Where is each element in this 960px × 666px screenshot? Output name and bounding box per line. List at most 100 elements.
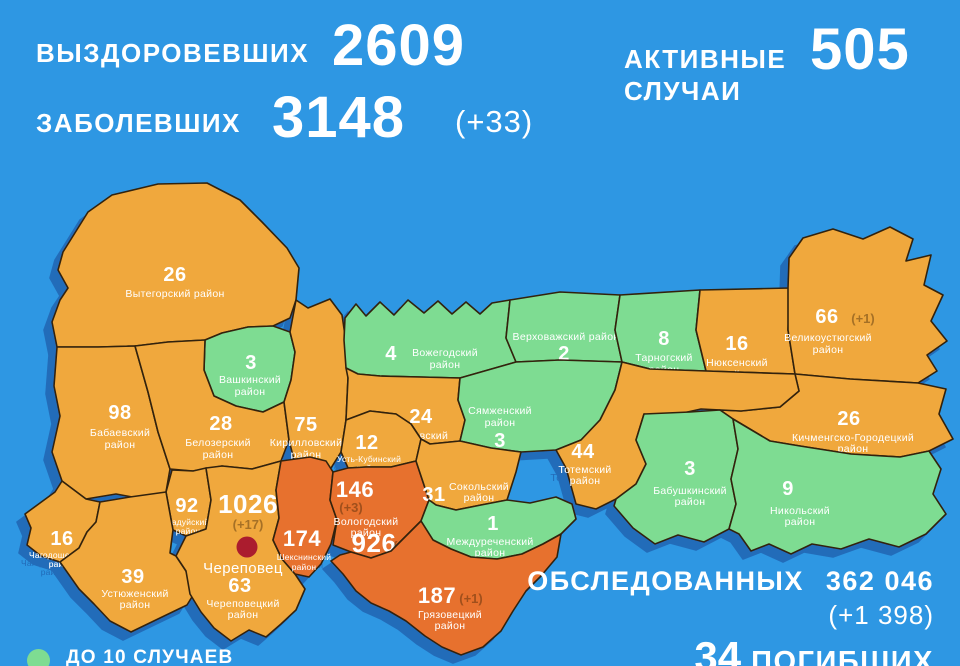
district-value: 44 bbox=[571, 441, 595, 463]
district-value: 26 bbox=[837, 408, 860, 430]
district-name: Кичменгско-Городецкий bbox=[792, 432, 914, 444]
district-name: Сокольский bbox=[449, 481, 509, 493]
district-name: Белозерский bbox=[185, 437, 251, 449]
district-name: Вашкинский bbox=[219, 374, 281, 386]
infected-value: 3148 bbox=[272, 85, 406, 150]
active-value: 505 bbox=[810, 17, 910, 82]
district-value: 28 bbox=[209, 413, 232, 435]
district-nikolsky-shape bbox=[728, 418, 947, 555]
district-velikoustyugsky: 66 (+1) Великоустюгский район bbox=[784, 226, 948, 384]
district-value: 39 bbox=[121, 566, 144, 588]
district-name: район bbox=[120, 599, 151, 611]
district-gryazovetsky-shape bbox=[330, 520, 562, 656]
district-name: Шекснинский bbox=[277, 552, 331, 562]
tested-label: ОБСЛЕДОВАННЫХ bbox=[527, 566, 804, 596]
district-delta: (+1) bbox=[851, 311, 874, 326]
district-name: район bbox=[464, 492, 495, 504]
district-cherepovetsky: 1026 (+17) Череповец 63 Череповецкий рай… bbox=[175, 460, 306, 642]
district-value: 16 bbox=[725, 333, 748, 355]
district-totemsky: 44 Тотемский район bbox=[555, 361, 800, 510]
district-nyuksensky: 16 Нюксенский район bbox=[695, 287, 796, 381]
active-label-line1: АКТИВНЫЕ bbox=[624, 44, 787, 74]
tested-value: 362 046 bbox=[825, 566, 934, 596]
district-name: район bbox=[485, 417, 516, 429]
district-name: район bbox=[813, 344, 844, 356]
district-ustyuzhensky: 39 Устюженский район bbox=[59, 491, 196, 633]
district-name: Бабушкинский bbox=[653, 485, 727, 497]
district-name: район bbox=[838, 443, 869, 455]
district-value: 9 bbox=[782, 478, 794, 500]
district-name: Усть-Кубинский bbox=[337, 454, 401, 464]
district-name: Никольский bbox=[770, 505, 830, 517]
district-name: Верховажский район bbox=[513, 331, 620, 343]
district-name: район bbox=[292, 562, 317, 572]
district-vozhegodsky: 4 Вожегодский район bbox=[343, 299, 517, 379]
district-value: 75 bbox=[294, 414, 317, 436]
district-babushkinsky: 3 Бабушкинский район bbox=[613, 409, 739, 545]
district-delta: (+1) bbox=[459, 591, 482, 606]
district-name: район bbox=[435, 620, 466, 632]
deaths-label: ПОГИБШИХ bbox=[751, 646, 934, 666]
district-name: район bbox=[176, 526, 201, 536]
active-label-line2: СЛУЧАИ bbox=[624, 76, 742, 106]
city-value: 1026 bbox=[218, 489, 278, 519]
district-value: 16 bbox=[50, 528, 73, 550]
district-value: 1 bbox=[487, 513, 499, 535]
district-value: 3 bbox=[684, 458, 696, 480]
district-name: район bbox=[351, 527, 382, 539]
district-babushkinsky-shape bbox=[613, 409, 739, 545]
district-verkhovazhsky: 2 Верховажский район bbox=[505, 291, 623, 365]
district-value: 92 bbox=[175, 495, 198, 517]
district-value: 174 bbox=[283, 526, 321, 551]
district-babaevsky: 98 Бабаевский район bbox=[51, 345, 171, 500]
district-ustyuzhensky-shape bbox=[59, 491, 196, 633]
district-value: 2 bbox=[558, 343, 570, 365]
city-delta: (+17) bbox=[233, 517, 264, 532]
district-velikoustyugsky-shape bbox=[787, 226, 948, 384]
infected-label: ЗАБОЛЕВШИХ bbox=[36, 108, 241, 138]
tested-delta: (+1 398) bbox=[828, 600, 934, 630]
infected-delta: (+33) bbox=[455, 104, 534, 139]
district-value: 12 bbox=[355, 432, 378, 454]
district-name: район bbox=[105, 439, 136, 451]
recovered-value: 2609 bbox=[332, 13, 466, 78]
legend-low-label: ДО 10 СЛУЧАЕВ bbox=[66, 647, 234, 666]
district-name: район bbox=[475, 547, 506, 559]
district-name: Нюксенский bbox=[706, 357, 768, 369]
district-name: Вожегодский bbox=[412, 347, 478, 359]
district-value: 66 bbox=[815, 306, 838, 328]
district-name: Чагодощенский bbox=[29, 550, 93, 560]
district-name: район bbox=[570, 475, 601, 487]
district-name: Череповецкий bbox=[206, 598, 279, 610]
district-delta: (+3) bbox=[339, 500, 362, 515]
district-sokolsky: 31 Сокольский район bbox=[415, 438, 522, 511]
district-name: Вологодский bbox=[334, 516, 399, 528]
legend-low-dot bbox=[27, 649, 50, 666]
cherepovets-city-dot bbox=[236, 536, 258, 558]
district-sheksninsky: 174 Шекснинский район bbox=[272, 456, 338, 578]
district-value: 63 bbox=[228, 575, 251, 597]
district-value: 98 bbox=[108, 402, 131, 424]
district-name: Тарногский bbox=[635, 352, 692, 364]
district-name: Бабаевский bbox=[90, 427, 150, 439]
district-sheksninsky-shape bbox=[272, 456, 338, 578]
district-name: Великоустюгский bbox=[784, 332, 872, 344]
district-value: 8 bbox=[658, 328, 670, 350]
district-value: 26 bbox=[163, 264, 186, 286]
district-name: район bbox=[228, 609, 259, 621]
district-name: район bbox=[203, 449, 234, 461]
district-value: 187 bbox=[418, 583, 456, 608]
district-name: Кирилловский bbox=[270, 437, 343, 449]
district-vytegorsky: 26 Вытегорский район bbox=[51, 182, 300, 348]
district-name: Кадуйский bbox=[167, 517, 210, 527]
district-name: Устюженский bbox=[101, 588, 168, 600]
district-name: Междуреченский bbox=[446, 536, 533, 548]
deaths-value: 34 bbox=[694, 633, 742, 666]
footer-stats: ОБСЛЕДОВАННЫХ 362 046 (+1 398) 34 ПОГИБШ… bbox=[527, 566, 934, 666]
district-name: Сямженский bbox=[468, 405, 532, 417]
district-value: 4 bbox=[385, 343, 397, 365]
recovered-label: ВЫЗДОРОВЕВШИХ bbox=[36, 38, 310, 68]
district-name: район bbox=[785, 516, 816, 528]
